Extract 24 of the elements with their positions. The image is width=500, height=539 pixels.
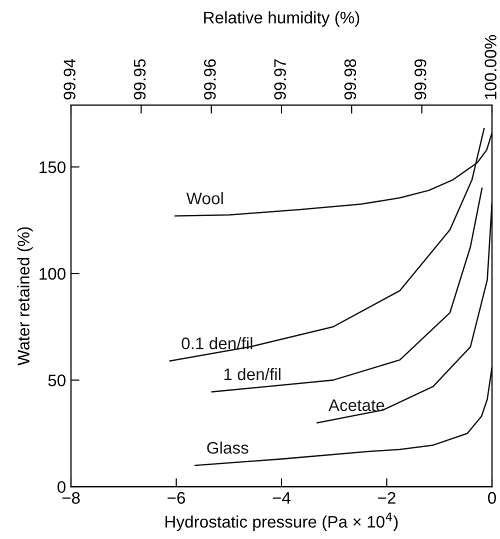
y-tick-label: 0 — [58, 481, 66, 493]
x2-tick-label: 99.99 — [414, 59, 426, 100]
x-tick-label: −8 — [62, 492, 80, 504]
y-tick-label: 150 — [40, 161, 66, 174]
x2-tick-label: 99.94 — [64, 59, 76, 100]
series-label: Glass — [207, 442, 248, 454]
x2-tick-label: 100.00% — [484, 35, 496, 99]
series-label: Wool — [186, 192, 223, 204]
y-axis-title: Water retained (%) — [17, 227, 33, 366]
y-tick-label: 100 — [40, 268, 66, 280]
x2-tick-label: 99.98 — [344, 59, 356, 100]
x-tick-label: −4 — [272, 492, 291, 504]
y-tick-label: 50 — [48, 374, 66, 386]
x2-axis-title: Relative humidity (%) — [204, 11, 360, 27]
series-label: 1 den/fil — [224, 368, 280, 380]
series-label: 0.1 den/fil — [182, 337, 252, 350]
x-tick-label: 0 — [488, 492, 496, 504]
x-tick-label: −6 — [168, 492, 186, 504]
x2-tick-label: 99.97 — [274, 59, 286, 100]
x-tick-label: −2 — [378, 492, 396, 504]
x-axis-title: Hydrostatic pressure (Pa × 10$^{4}$) — [166, 512, 398, 532]
x2-tick-label: 99.96 — [204, 59, 216, 100]
series-label: Acetate — [328, 400, 384, 412]
x2-tick-label: 99.95 — [134, 59, 146, 100]
